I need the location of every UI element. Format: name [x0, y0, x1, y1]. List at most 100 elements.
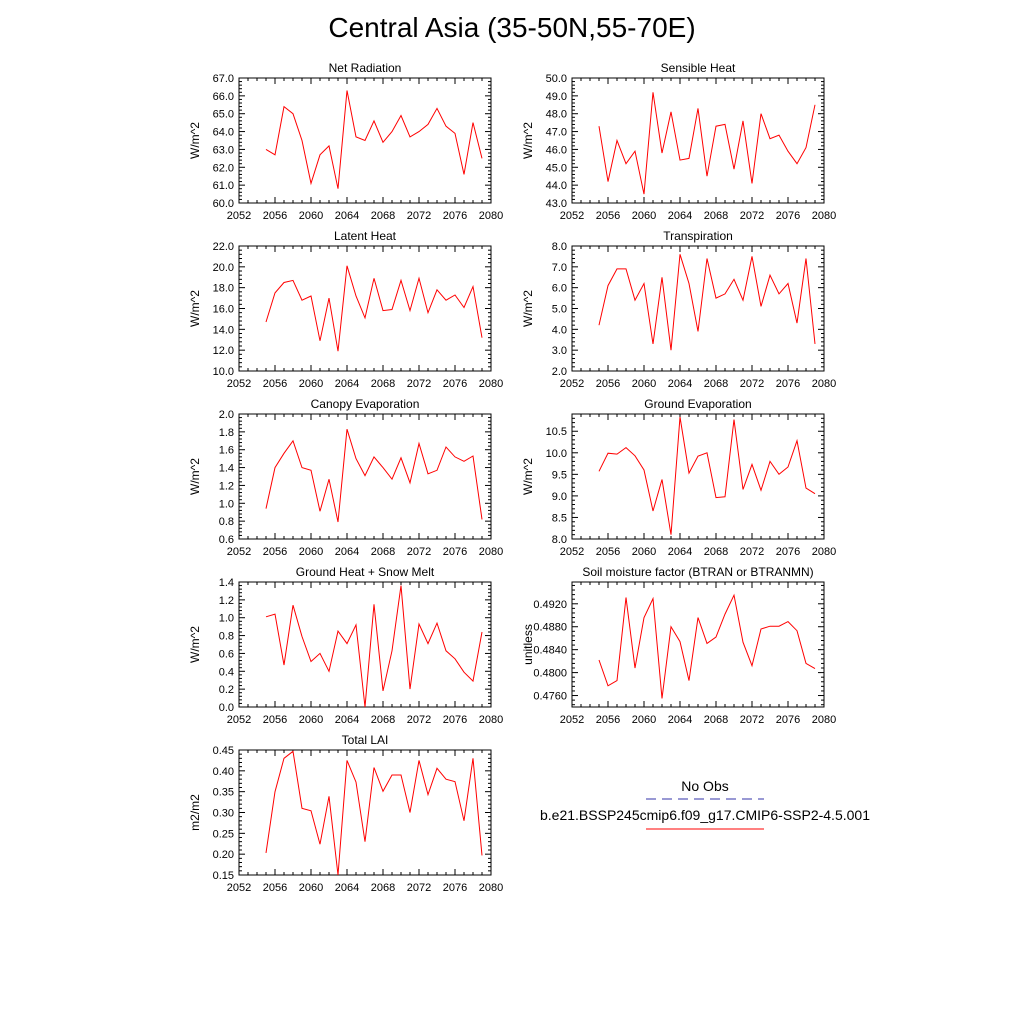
x-tick-label: 2068	[704, 546, 728, 558]
x-tick-label: 2080	[479, 714, 503, 726]
y-tick-label: 0.4840	[533, 645, 567, 657]
y-tick-label: 0.2	[219, 684, 234, 696]
x-tick-label: 2056	[596, 714, 620, 726]
page-title: Central Asia (35-50N,55-70E)	[328, 12, 696, 43]
x-tick-label: 2076	[776, 210, 800, 222]
y-axis-label: W/m^2	[188, 458, 202, 495]
x-tick-label: 2052	[560, 210, 584, 222]
y-tick-label: 1.0	[219, 613, 234, 625]
x-tick-label: 2064	[668, 546, 692, 558]
y-axis-label: W/m^2	[521, 290, 535, 327]
x-tick-label: 2072	[407, 378, 431, 390]
x-tick-label: 2072	[407, 882, 431, 894]
x-tick-label: 2072	[407, 210, 431, 222]
y-tick-label: 6.0	[552, 283, 567, 295]
plot-frame	[571, 245, 825, 372]
x-tick-label: 2056	[263, 546, 287, 558]
chart-panel: Ground Heat + Snow Melt W/m^2 2052 2056 2060…	[188, 565, 503, 726]
chart-title: Total LAI	[342, 733, 389, 747]
y-tick-label: 1.4	[219, 577, 234, 589]
y-tick-label: 9.0	[552, 491, 567, 503]
series-line	[265, 750, 483, 876]
x-tick-label: 2056	[263, 378, 287, 390]
y-axis-label: W/m^2	[521, 458, 535, 495]
x-tick-label: 2072	[740, 210, 764, 222]
chart-panel: Sensible Heat W/m^2 2052 2056 2060 2064 2068 20…	[521, 61, 836, 222]
x-tick-label: 2056	[263, 210, 287, 222]
plot-frame	[571, 413, 825, 540]
x-tick-label: 2064	[668, 714, 692, 726]
chart-panel: Soil moisture factor (BTRAN or BTRANMN) u…	[521, 565, 836, 726]
y-tick-label: 14.0	[213, 324, 234, 336]
x-tick-label: 2080	[479, 882, 503, 894]
x-tick-label: 2068	[371, 378, 395, 390]
x-tick-label: 2068	[704, 378, 728, 390]
y-tick-label: 49.0	[546, 91, 567, 103]
y-tick-label: 44.0	[546, 180, 567, 192]
y-tick-label: 45.0	[546, 162, 567, 174]
x-tick-label: 2056	[596, 546, 620, 558]
y-axis-label: W/m^2	[188, 626, 202, 663]
chart-panel: Total LAI m2/m2 2052 2056 2060 2064 2068 2072 20…	[188, 733, 503, 894]
x-tick-label: 2080	[479, 378, 503, 390]
y-tick-label: 64.0	[213, 127, 234, 139]
x-tick-label: 2076	[443, 378, 467, 390]
y-tick-label: 20.0	[213, 262, 234, 274]
chart-title: Latent Heat	[334, 229, 397, 243]
x-tick-label: 2076	[443, 210, 467, 222]
y-tick-label: 0.15	[213, 870, 234, 882]
y-tick-label: 0.8	[219, 631, 234, 643]
y-tick-label: 1.4	[219, 463, 234, 475]
chart-title: Ground Evaporation	[644, 397, 751, 411]
y-tick-label: 0.45	[213, 745, 234, 757]
y-tick-label: 63.0	[213, 144, 234, 156]
x-tick-label: 2076	[443, 714, 467, 726]
series-line	[265, 429, 483, 523]
y-axis-label: W/m^2	[188, 122, 202, 159]
legend-obs-label: No Obs	[681, 778, 729, 794]
series-line	[265, 585, 483, 708]
y-tick-label: 0.35	[213, 787, 234, 799]
series-line	[598, 416, 816, 535]
y-tick-label: 22.0	[213, 241, 234, 253]
series-line	[598, 593, 816, 699]
x-tick-label: 2080	[812, 210, 836, 222]
y-tick-label: 60.0	[213, 198, 234, 210]
chart-panel: Ground Evaporation W/m^2 2052 2056 2060 2064 2…	[521, 397, 836, 558]
chart-panel: Latent Heat W/m^2 2052 2056 2060 2064 2068 2072…	[188, 229, 503, 390]
x-tick-label: 2060	[632, 378, 656, 390]
x-tick-label: 2052	[227, 546, 251, 558]
y-axis-label: W/m^2	[521, 122, 535, 159]
y-axis-label: W/m^2	[188, 290, 202, 327]
y-tick-label: 62.0	[213, 162, 234, 174]
y-tick-label: 10.0	[546, 448, 567, 460]
chart-title: Canopy Evaporation	[311, 397, 420, 411]
x-tick-label: 2068	[704, 714, 728, 726]
y-tick-label: 0.20	[213, 849, 234, 861]
y-tick-label: 10.5	[546, 426, 567, 438]
x-tick-label: 2052	[560, 546, 584, 558]
chart-title: Sensible Heat	[661, 61, 736, 75]
x-tick-label: 2080	[812, 546, 836, 558]
y-tick-label: 0.0	[219, 702, 234, 714]
x-tick-label: 2080	[479, 210, 503, 222]
x-tick-label: 2068	[371, 714, 395, 726]
y-tick-label: 43.0	[546, 198, 567, 210]
y-tick-label: 7.0	[552, 262, 567, 274]
y-tick-label: 67.0	[213, 73, 234, 85]
y-tick-label: 8.5	[552, 512, 567, 524]
x-tick-label: 2060	[299, 546, 323, 558]
plot-frame	[238, 245, 492, 372]
x-tick-label: 2052	[560, 714, 584, 726]
x-tick-label: 2060	[299, 378, 323, 390]
x-tick-label: 2064	[335, 546, 359, 558]
y-tick-label: 12.0	[213, 345, 234, 357]
y-tick-label: 4.0	[552, 324, 567, 336]
y-tick-label: 2.0	[552, 366, 567, 378]
legend-model-label: b.e21.BSSP245cmip6.f09_g17.CMIP6-SSP2-4.…	[540, 807, 870, 823]
y-tick-label: 65.0	[213, 109, 234, 121]
y-tick-label: 0.4920	[533, 599, 567, 611]
y-tick-label: 3.0	[552, 345, 567, 357]
x-tick-label: 2068	[371, 882, 395, 894]
